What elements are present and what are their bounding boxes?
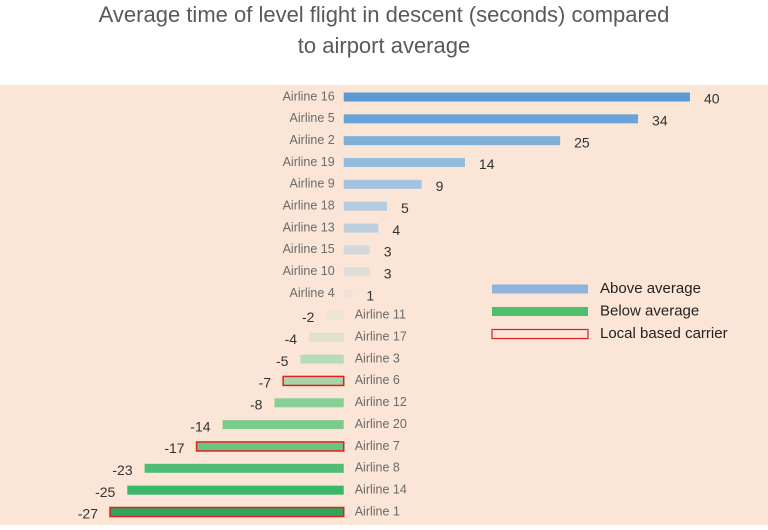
- bar: [343, 267, 370, 277]
- legend-label: Below average: [600, 302, 699, 319]
- bar: [343, 223, 379, 233]
- value-label: -25: [95, 484, 115, 500]
- category-label: Airline 14: [355, 482, 407, 496]
- bar: [222, 420, 344, 430]
- value-label: 9: [436, 178, 444, 194]
- value-label: 25: [574, 134, 590, 150]
- legend-swatch: [492, 284, 588, 294]
- value-label: 34: [652, 113, 668, 129]
- category-label: Airline 19: [283, 155, 335, 169]
- value-label: -17: [164, 440, 184, 456]
- value-label: -23: [112, 462, 132, 478]
- bar: [343, 136, 561, 146]
- chart-title: Average time of level flight in descent …: [99, 2, 670, 58]
- category-label: Airline 5: [290, 111, 335, 125]
- bar: [274, 398, 344, 408]
- category-label: Airline 8: [355, 461, 400, 475]
- category-label: Airline 3: [355, 351, 400, 365]
- bar: [195, 441, 345, 452]
- value-label: 4: [392, 222, 400, 238]
- category-label: Airline 13: [283, 220, 335, 234]
- bar: [343, 114, 639, 124]
- category-label: Airline 2: [290, 133, 335, 147]
- bar: [127, 485, 344, 495]
- value-label: 3: [384, 244, 392, 260]
- bar: [343, 179, 422, 189]
- category-label: Airline 9: [290, 177, 335, 191]
- category-label: Airline 20: [355, 417, 407, 431]
- category-label: Airline 11: [355, 308, 406, 322]
- category-label: Airline 1: [355, 504, 400, 518]
- legend-swatch: [491, 328, 589, 340]
- bar: [109, 506, 345, 518]
- category-label: Airline 18: [283, 199, 335, 213]
- bar: [300, 354, 344, 364]
- legend-swatch: [492, 307, 588, 316]
- bar: [144, 463, 344, 473]
- category-label: Airline 12: [355, 395, 407, 409]
- value-label: -2: [302, 309, 315, 325]
- bar: [343, 289, 353, 299]
- bar: [326, 310, 344, 320]
- value-label: -7: [259, 375, 272, 391]
- bar: [282, 375, 345, 387]
- value-label: -14: [190, 418, 210, 434]
- category-label: Airline 4: [290, 286, 335, 300]
- value-label: -27: [78, 506, 98, 522]
- bar: [343, 245, 370, 255]
- value-label: 1: [366, 287, 374, 303]
- legend-label: Above average: [600, 280, 701, 297]
- bar: [343, 201, 388, 211]
- value-label: 14: [479, 156, 495, 172]
- category-label: Airline 7: [355, 439, 400, 453]
- value-label: 3: [384, 265, 392, 281]
- bar: [309, 332, 344, 342]
- category-label: Airline 17: [355, 330, 407, 344]
- value-label: -5: [276, 353, 289, 369]
- category-label: Airline 6: [355, 373, 400, 387]
- category-label: Airline 10: [283, 264, 335, 278]
- category-label: Airline 16: [283, 89, 335, 103]
- category-label: Airline 15: [283, 242, 335, 256]
- legend-label: Local based carrier: [600, 325, 728, 342]
- value-label: -4: [285, 331, 298, 347]
- value-label: 5: [401, 200, 409, 216]
- bar: [343, 158, 465, 168]
- value-label: 40: [704, 91, 720, 107]
- bar: [343, 92, 690, 102]
- value-label: -8: [250, 396, 263, 412]
